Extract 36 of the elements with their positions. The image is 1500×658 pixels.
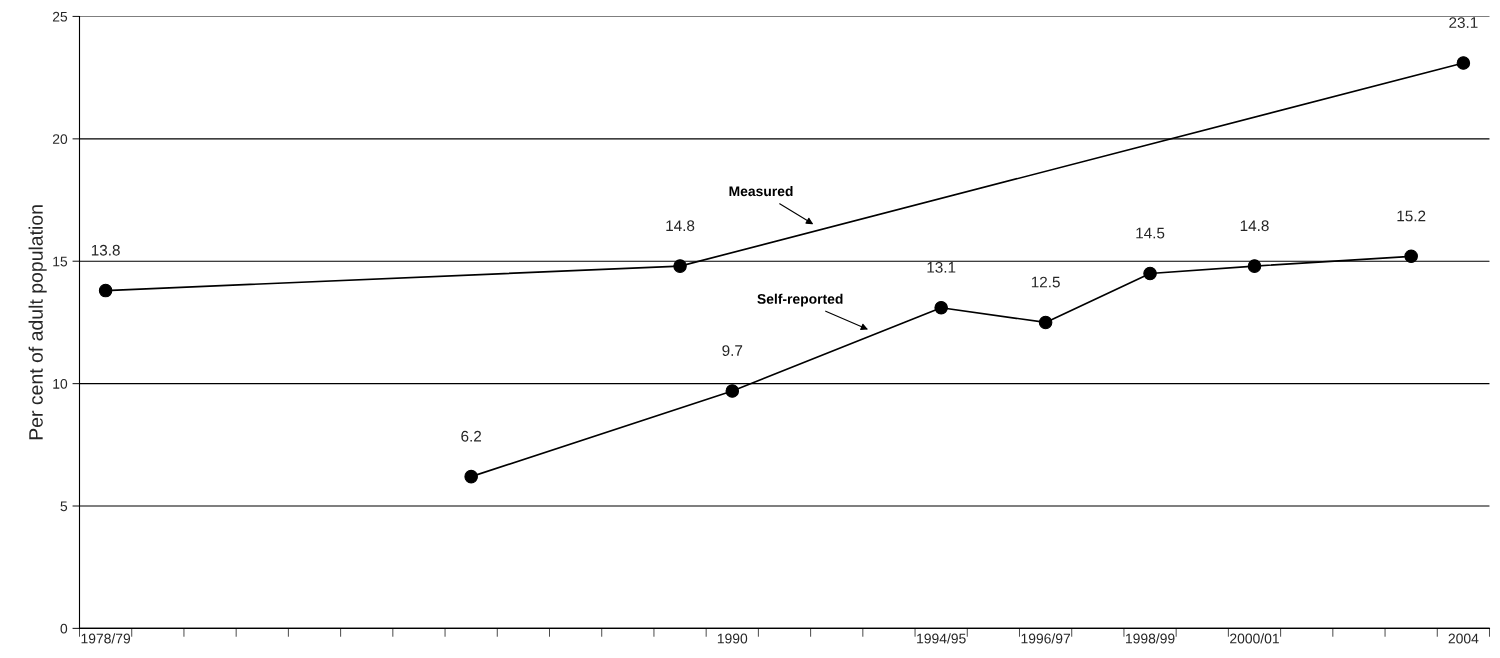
point	[934, 300, 948, 315]
y-tick-label: 10	[53, 378, 68, 389]
data-label: 12.5	[1031, 276, 1060, 288]
x-tick-label: 1978/79	[81, 633, 131, 644]
y-tick-label: 5	[60, 501, 68, 512]
text: Self-reported	[757, 293, 843, 307]
data-label: 6.2	[461, 430, 482, 442]
data-label: 9.7	[722, 345, 743, 356]
y-tick-label: 15	[53, 256, 68, 267]
point	[1456, 56, 1471, 70]
point	[725, 384, 740, 398]
point	[1038, 315, 1053, 330]
data-label: 15.2	[1397, 210, 1426, 222]
point	[1247, 259, 1262, 273]
x-tick-label: 1996/97	[1021, 633, 1071, 644]
y-tick-label: 0	[60, 623, 68, 634]
x-tick-label: 1994/95	[917, 633, 966, 644]
x-tick-label: 1998/99	[1126, 633, 1175, 644]
x-tick-label: 2004	[1448, 633, 1479, 644]
x-tick-label: 1990	[717, 633, 748, 644]
y-tick-label: 20	[52, 134, 68, 145]
data-label: 14.8	[666, 220, 695, 232]
point	[98, 283, 113, 298]
point	[464, 469, 478, 484]
x-tick-label: 2000/01	[1230, 633, 1279, 644]
data-label: 14.8	[1240, 220, 1269, 232]
y-tick-label: 25	[52, 11, 68, 22]
data-label: 23.1	[1449, 17, 1478, 28]
text: Measured	[729, 185, 793, 197]
y-axis-title: Per cent of adult population	[28, 205, 47, 440]
data-label: 14.5	[1136, 227, 1165, 239]
data-label: 13.8	[91, 244, 120, 256]
data-label: 13.1	[927, 261, 956, 273]
point	[1404, 249, 1418, 264]
point	[673, 259, 687, 273]
point	[1143, 266, 1157, 281]
